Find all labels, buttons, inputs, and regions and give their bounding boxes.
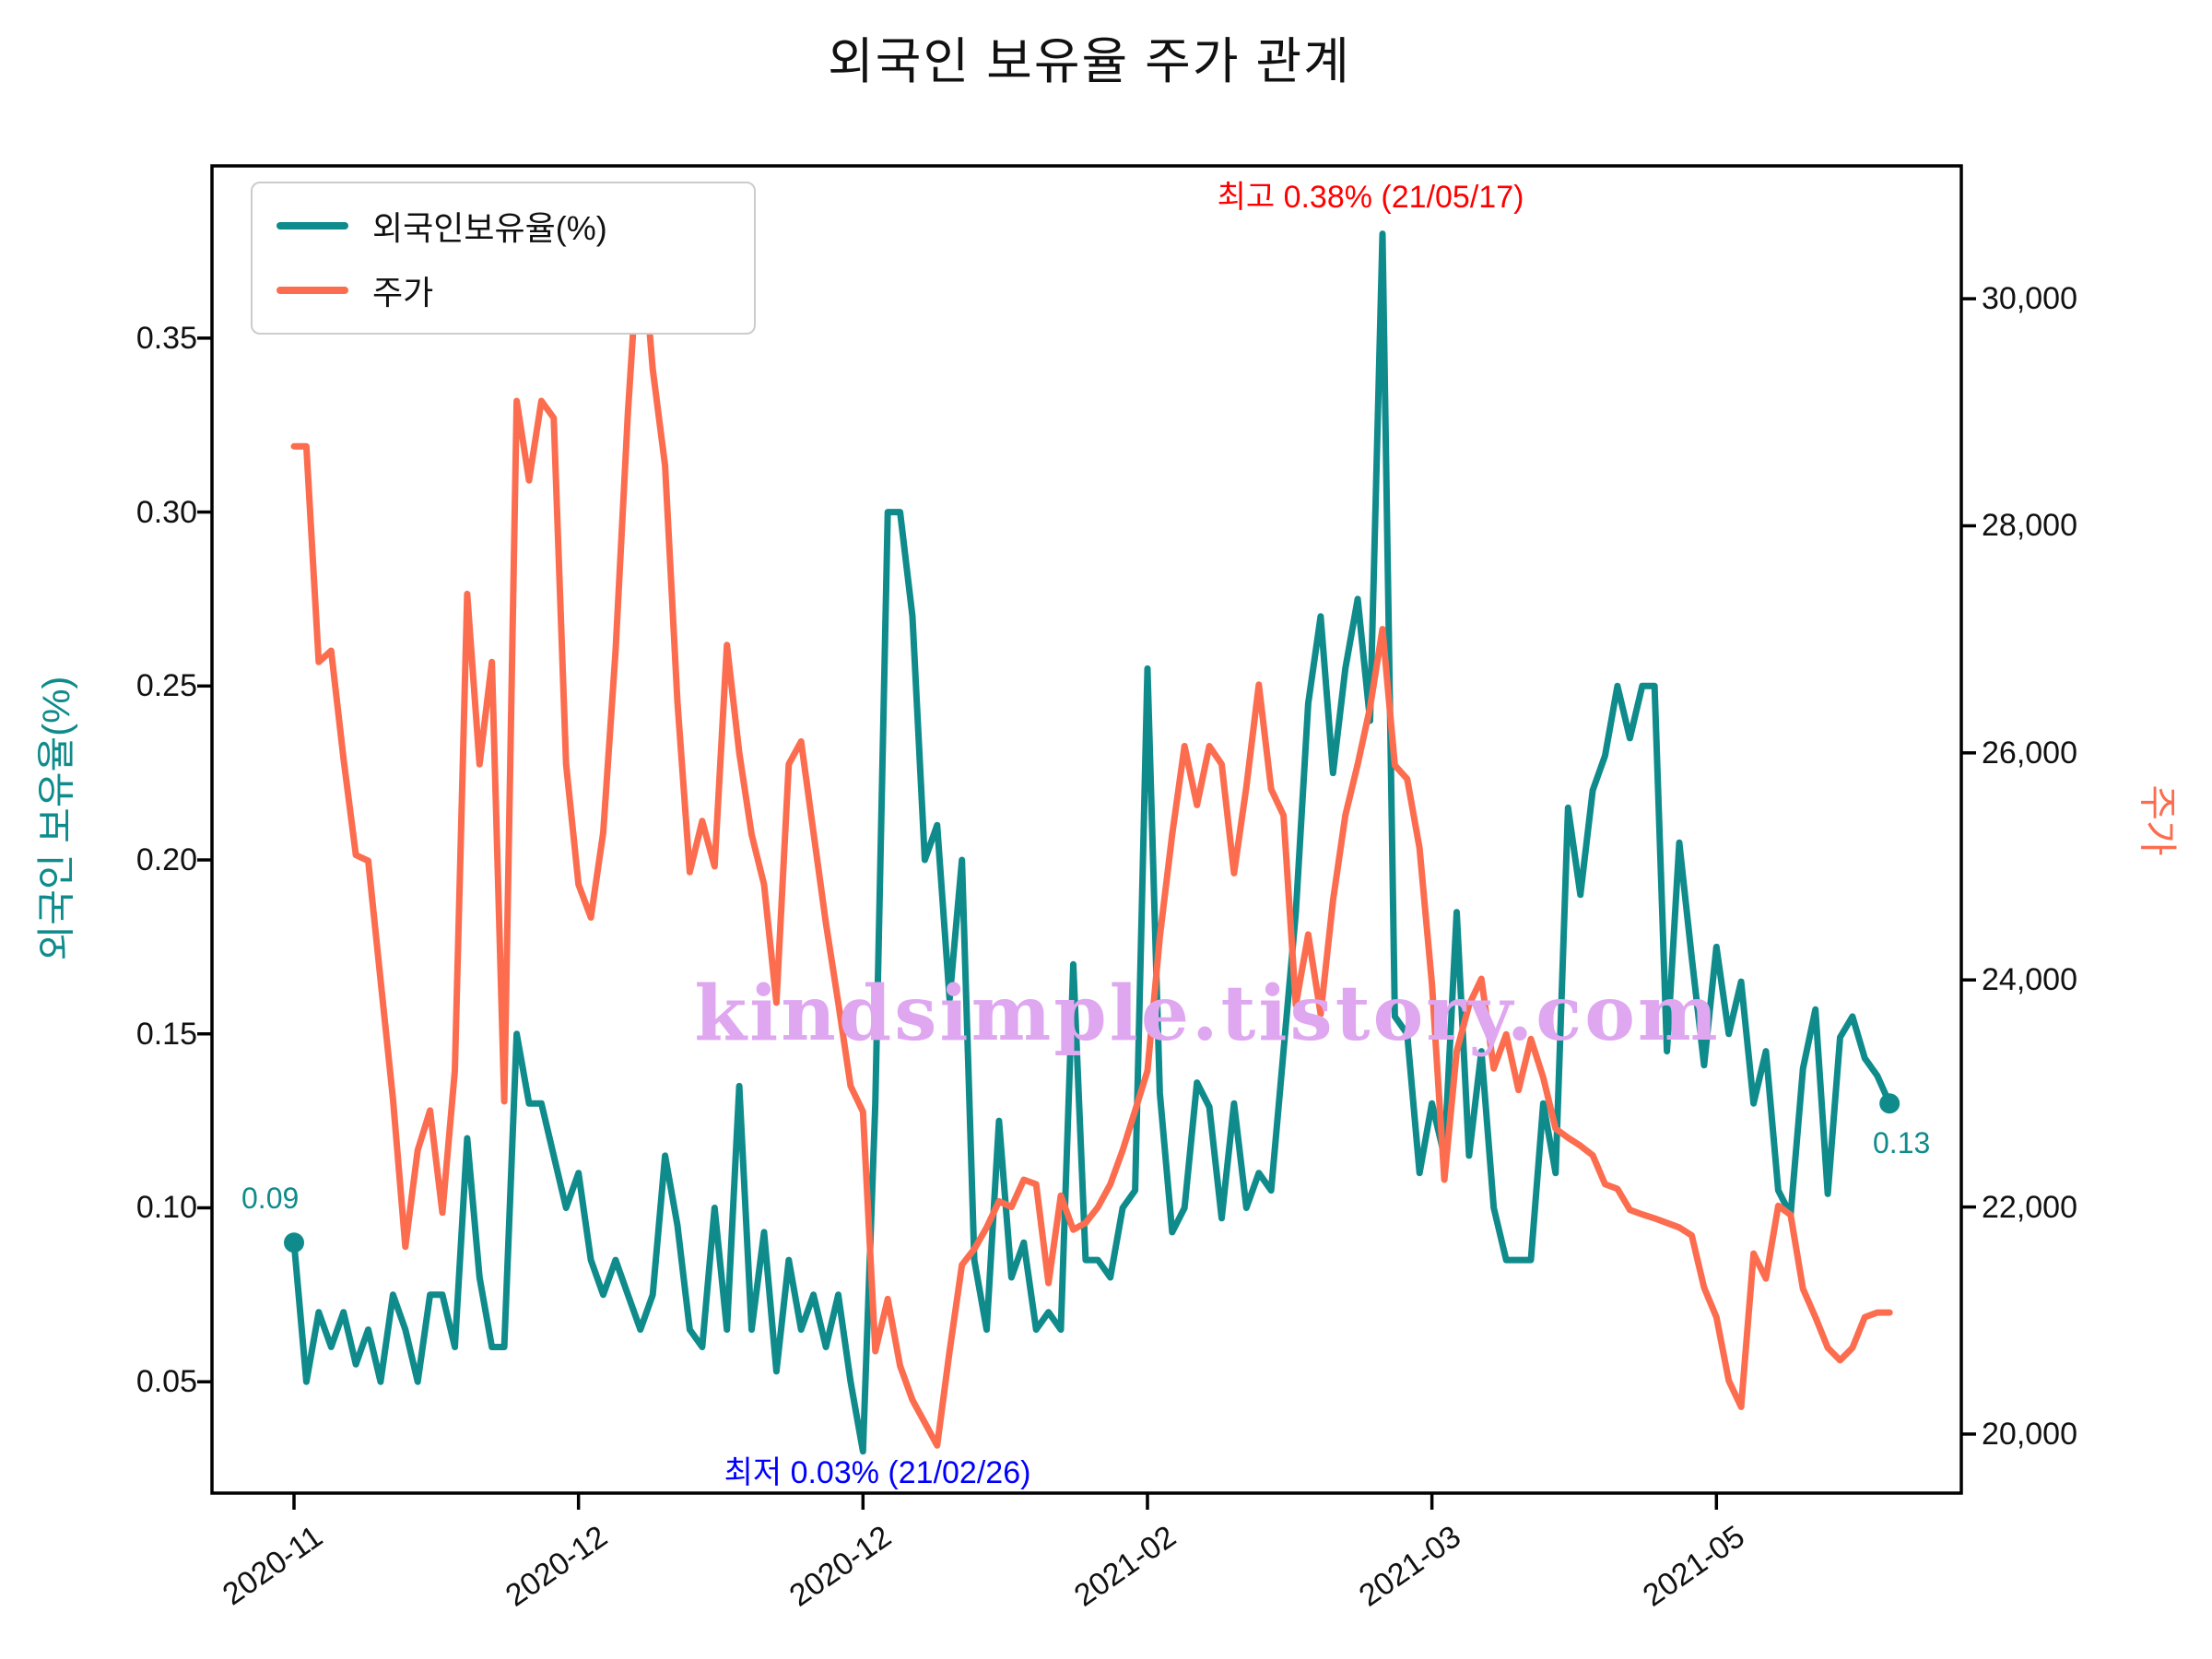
left-tick-6: 0.35 <box>135 320 197 356</box>
left-tick-3: 0.20 <box>135 842 197 878</box>
right-tick-5: 30,000 <box>1982 281 2077 317</box>
left-tick-4: 0.25 <box>135 668 197 704</box>
right-tick-1: 22,000 <box>1982 1189 2077 1225</box>
right-tick-3: 26,000 <box>1982 735 2077 771</box>
legend-label-ownership: 외국인보유율(%) <box>372 209 607 247</box>
min-annotation: 최저 0.03% (21/02/26) <box>724 1455 1031 1490</box>
left-axis-label: 외국인 보유율(%) <box>34 676 78 961</box>
legend-item-ownership: 외국인보유율(%) <box>276 202 730 250</box>
right-tick-2: 24,000 <box>1982 962 2077 998</box>
price-line-swatch <box>276 287 348 294</box>
legend-label-price: 주가 <box>372 274 434 312</box>
end-point-label: 0.13 <box>1873 1126 1931 1159</box>
right-tick-0: 20,000 <box>1982 1416 2077 1452</box>
left-tick-1: 0.10 <box>135 1190 197 1226</box>
left-tick-5: 0.30 <box>135 494 197 530</box>
start-point-label: 0.09 <box>241 1182 300 1215</box>
watermark: kindsimple.tistory.com <box>694 970 1721 1058</box>
max-annotation: 최고 0.38% (21/05/17) <box>1217 180 1524 215</box>
ownership-line-swatch <box>276 222 348 229</box>
right-axis-label: 주가 <box>2136 784 2180 856</box>
chart-title: 외국인 보유율 주가 관계 <box>828 34 1351 89</box>
legend: 외국인보유율(%) 주가 <box>251 182 756 335</box>
legend-item-price: 주가 <box>276 266 730 314</box>
left-tick-0: 0.05 <box>135 1364 197 1400</box>
left-tick-2: 0.15 <box>135 1016 197 1052</box>
right-tick-4: 28,000 <box>1982 508 2077 544</box>
